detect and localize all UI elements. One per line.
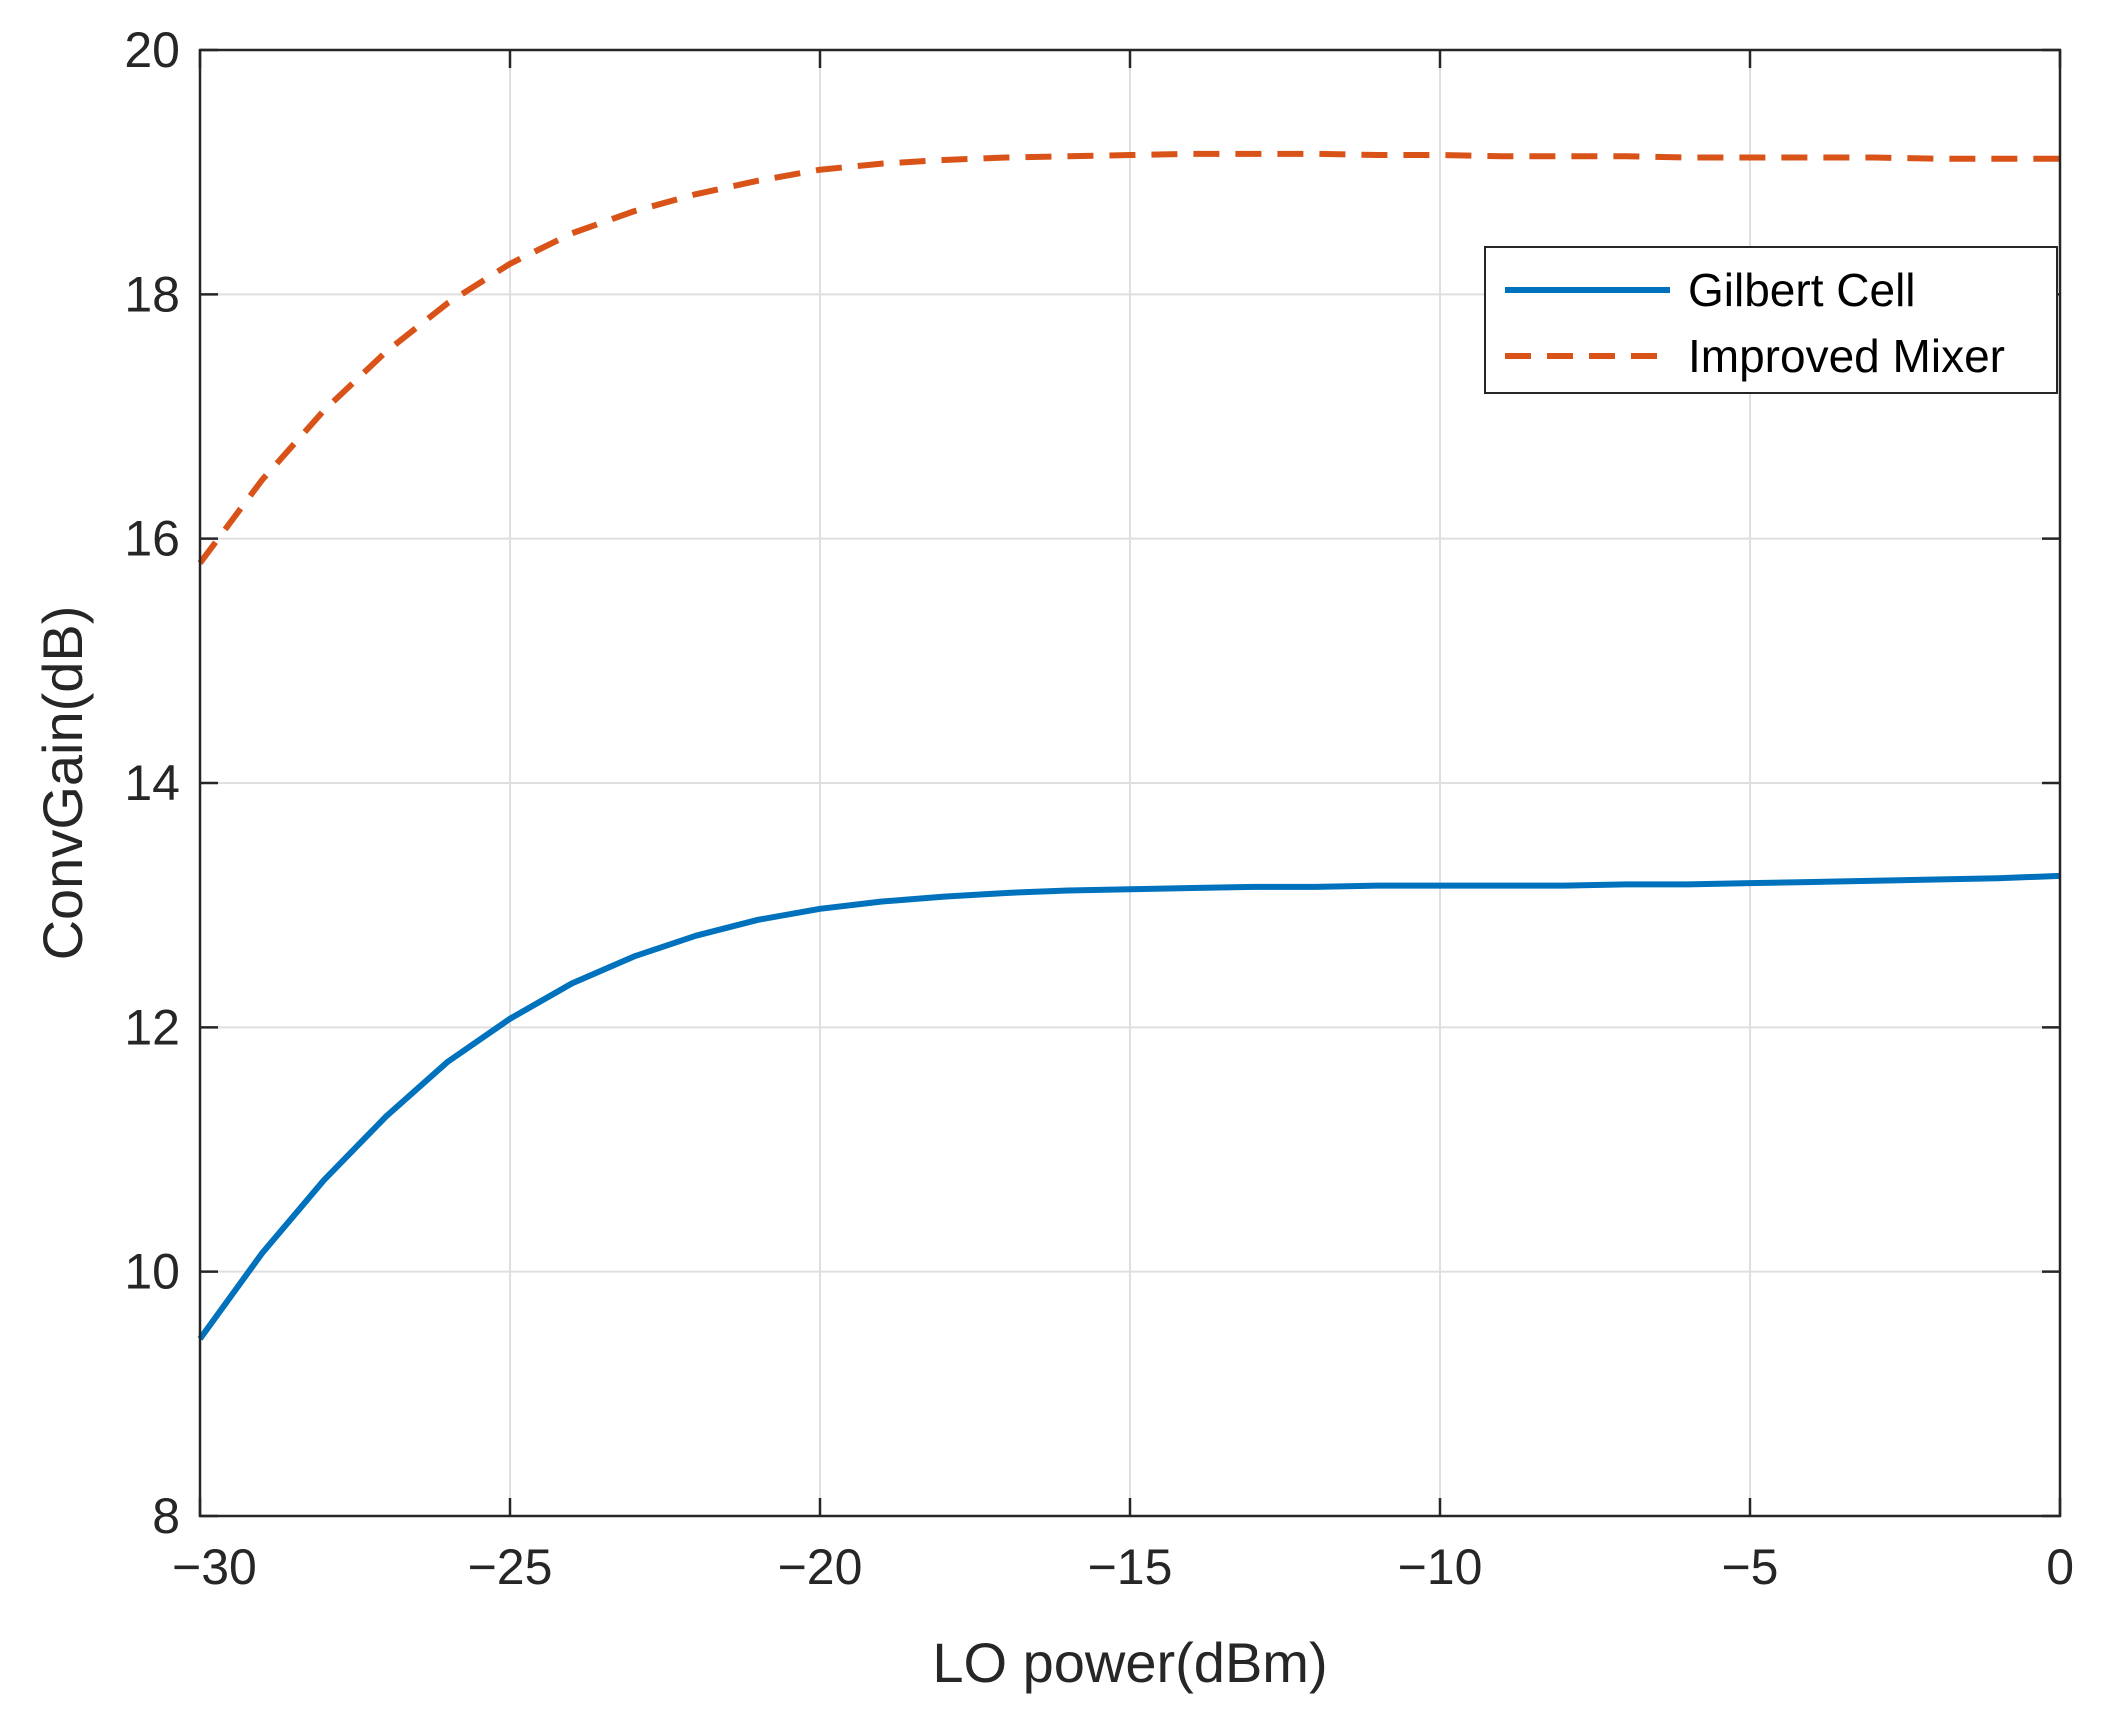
legend: Gilbert Cell Improved Mixer bbox=[1484, 246, 2058, 394]
y-tick-label: 20 bbox=[124, 22, 180, 78]
x-tick-label: −10 bbox=[1398, 1539, 1483, 1595]
x-tick-label: 0 bbox=[2046, 1539, 2074, 1595]
series-line-improved-mixer bbox=[197, 150, 2060, 565]
y-tick-label: 16 bbox=[124, 511, 180, 567]
x-tick-label: −20 bbox=[778, 1539, 863, 1595]
y-axis-label: ConvGain(dB) bbox=[31, 606, 94, 961]
series-group bbox=[197, 150, 2061, 1341]
legend-label-gilbert-cell: Gilbert Cell bbox=[1688, 264, 1916, 316]
x-axis-label: LO power(dBm) bbox=[932, 1631, 1327, 1694]
x-tick-label: −25 bbox=[468, 1539, 553, 1595]
x-tick-label: −5 bbox=[1721, 1539, 1778, 1595]
y-tick-label: 14 bbox=[124, 755, 180, 811]
y-tick-label: 18 bbox=[124, 266, 180, 322]
legend-label-improved-mixer: Improved Mixer bbox=[1688, 330, 2005, 382]
legend-box bbox=[1484, 246, 2058, 394]
y-tick-label: 10 bbox=[124, 1244, 180, 1300]
series-line-gilbert-cell bbox=[197, 872, 2061, 1341]
y-tick-label: 12 bbox=[124, 999, 180, 1055]
x-tick-label: −30 bbox=[172, 1539, 257, 1595]
axis-ticks: −30 −25 −20 −15 −10 −5 0 8 10 12 14 16 18 20 bbox=[124, 22, 2074, 1595]
y-tick-label: 8 bbox=[152, 1488, 180, 1544]
x-tick-label: −15 bbox=[1088, 1539, 1173, 1595]
